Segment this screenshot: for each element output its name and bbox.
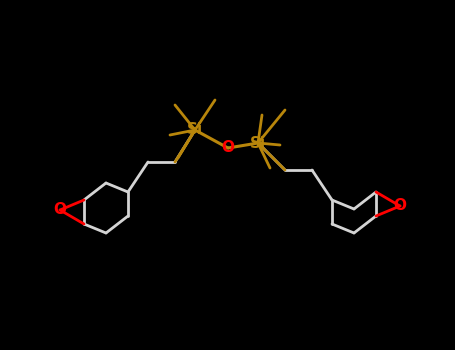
- Text: Si: Si: [187, 122, 203, 138]
- Text: O: O: [222, 140, 234, 155]
- Text: O: O: [54, 203, 66, 217]
- Text: O: O: [394, 198, 406, 214]
- Text: Si: Si: [250, 135, 266, 150]
